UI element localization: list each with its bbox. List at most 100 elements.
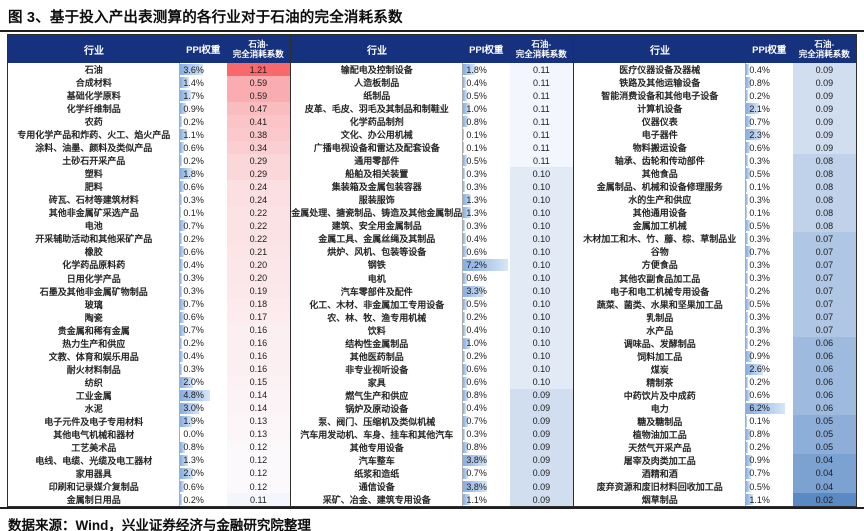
ppi-weight-value: 3.3% — [466, 286, 487, 297]
table-row: 砖瓦、石材等建筑材料 0.3% 0.24 — [8, 193, 290, 207]
industry-name-cell: 金属加工机械 — [632, 221, 687, 232]
ppi-weight-bar — [463, 168, 466, 180]
table-row: 涂料、油墨、颜料及类似产品 0.6% 0.34 — [8, 141, 290, 155]
industry-name-cell: 贵金属和稀有金属 — [57, 325, 130, 336]
ppi-weight-value: 0.5% — [466, 90, 487, 101]
ppi-weight-cell: 0.2% — [745, 440, 792, 454]
ppi-weight-cell: 0.9% — [745, 349, 792, 363]
ppi-weight-cell: 0.2% — [179, 154, 226, 168]
ppi-weight-cell: 0.6% — [462, 375, 509, 389]
ppi-weight-value: 0.5% — [749, 168, 770, 179]
coefficient-cell: 0.04 — [792, 453, 856, 467]
table-row: 电机 0.6% 0.10 — [291, 271, 573, 285]
ppi-weight-cell: 0.5% — [745, 297, 792, 311]
ppi-weight-bar — [463, 155, 467, 167]
ppi-weight-cell: 3.8% — [462, 453, 509, 467]
ppi-weight-bar — [180, 194, 183, 206]
table-row: 石油 3.6% 1.21 — [8, 63, 290, 77]
ppi-weight-cell: 0.6% — [462, 362, 509, 376]
industry-name-cell: 仪器仪表 — [641, 117, 678, 128]
ppi-weight-bar — [463, 402, 466, 414]
ppi-weight-cell: 0.1% — [745, 180, 792, 194]
industry-name-cell: 其他专用设备 — [349, 442, 404, 453]
industry-name-cell: 日用化学产品 — [66, 273, 121, 284]
ppi-weight-cell: 1.0% — [462, 102, 509, 116]
industry-name-cell: 金属制品、机械和设备修理服务 — [596, 182, 723, 193]
coefficient-cell: 0.41 — [226, 115, 290, 129]
coefficient-cell: 0.11 — [509, 154, 573, 168]
ppi-weight-cell: 0.4% — [462, 401, 509, 415]
coefficient-cell: 0.16 — [226, 362, 290, 376]
industry-name-cell: 电力 — [650, 403, 669, 414]
table-rows-group-3: 医疗仪器设备及器械 0.4% 0.09 铁路及其他运输设备 0.8% 0.09 智能消费设备… — [574, 63, 856, 507]
ppi-weight-bar — [746, 298, 750, 310]
ppi-weight-value: 0.4% — [749, 64, 770, 75]
industry-name-cell: 热力生产和供应 — [62, 338, 126, 349]
ppi-weight-value: 0.2% — [466, 312, 487, 323]
ppi-weight-bar — [746, 103, 760, 115]
ppi-weight-bar — [180, 363, 183, 375]
ppi-weight-bar — [463, 494, 471, 506]
ppi-weight-value: 1.1% — [183, 129, 204, 140]
table-row: 谷物 0.7% 0.07 — [574, 245, 856, 259]
industry-name-cell: 建筑、安全用金属制品 — [331, 221, 422, 232]
industry-name-cell: 汽车零部件及配件 — [340, 286, 413, 297]
industry-name-cell: 水产品 — [646, 325, 674, 336]
industry-name-cell: 文教、体育和娱乐用品 — [48, 351, 139, 362]
ppi-weight-cell: 0.2% — [745, 284, 792, 298]
ppi-weight-cell: 0.5% — [462, 154, 509, 168]
coefficient-cell: 0.11 — [509, 128, 573, 142]
ppi-weight-value: 0.3% — [749, 259, 770, 270]
table-row: 玻璃 0.7% 0.18 — [8, 297, 290, 311]
ppi-weight-cell: 0.3% — [179, 362, 226, 376]
bottom-rule — [0, 507, 864, 509]
coefficient-cell: 0.08 — [792, 167, 856, 181]
industry-name-cell: 蔬菜、菌类、水果和坚果加工品 — [596, 299, 723, 310]
coefficient-cell: 0.05 — [792, 427, 856, 441]
industry-name-cell: 钢铁 — [367, 260, 386, 271]
ppi-weight-bar — [746, 285, 748, 297]
ppi-weight-cell: 0.8% — [462, 440, 509, 454]
ppi-weight-bar — [180, 259, 183, 271]
ppi-weight-cell: 0.4% — [745, 63, 792, 77]
table-header: 行业 PPI权重 石油- 完全消耗系数 — [8, 35, 290, 63]
industry-name-cell: 砖瓦、石材等建筑材料 — [48, 195, 139, 206]
coefficient-cell: 0.10 — [509, 258, 573, 272]
industry-name-cell: 轴承、齿轮和传动部件 — [614, 156, 705, 167]
coefficient-cell: 0.08 — [792, 193, 856, 207]
ppi-weight-value: 0.7% — [183, 325, 204, 336]
coefficient-cell: 0.10 — [509, 232, 573, 246]
table-row: 基础化学原料 1.7% 0.59 — [8, 89, 290, 103]
coefficient-cell: 0.18 — [226, 297, 290, 311]
ppi-weight-cell: 0.1% — [179, 206, 226, 220]
ppi-weight-cell: 0.5% — [462, 297, 509, 311]
ppi-weight-bar — [180, 494, 182, 506]
table-row: 水产品 0.3% 0.07 — [574, 323, 856, 337]
table-row: 屠宰及肉类加工品 0.9% 0.04 — [574, 453, 856, 467]
ppi-weight-value: 1.3% — [183, 455, 204, 466]
ppi-weight-value: 0.5% — [749, 481, 770, 492]
table-row: 中药饮片及中成药 0.6% 0.06 — [574, 388, 856, 402]
ppi-weight-bar — [746, 220, 750, 232]
industry-name-cell: 其他通用设备 — [632, 208, 687, 219]
table-row: 医疗仪器设备及器械 0.4% 0.09 — [574, 63, 856, 77]
table-row: 其他农副食品加工品 0.3% 0.07 — [574, 271, 856, 285]
industry-name-cell: 其他食品 — [641, 169, 678, 180]
ppi-weight-cell: 0.6% — [179, 480, 226, 494]
table-row: 煤炭 2.6% 0.06 — [574, 362, 856, 376]
industry-name-cell: 农药 — [84, 117, 103, 128]
ppi-weight-value: 0.8% — [749, 77, 770, 88]
ppi-weight-cell: 0.2% — [179, 493, 226, 507]
ppi-weight-cell: 0.3% — [462, 427, 509, 441]
table-row: 泵、阀门、压缩机及类似机械 0.7% 0.09 — [291, 414, 573, 428]
table-row: 人造板制品 0.4% 0.11 — [291, 76, 573, 90]
industry-name-cell: 烟草制品 — [641, 495, 678, 506]
ppi-weight-cell: 0.6% — [179, 141, 226, 155]
ppi-weight-value: 0.5% — [466, 155, 487, 166]
table-row: 贵金属和稀有金属 0.7% 0.16 — [8, 323, 290, 337]
ppi-weight-bar — [746, 129, 761, 141]
ppi-weight-value: 6.2% — [749, 403, 770, 414]
ppi-weight-value: 0.4% — [466, 325, 487, 336]
table-row: 服装服饰 1.3% 0.10 — [291, 193, 573, 207]
ppi-weight-bar — [746, 363, 763, 375]
